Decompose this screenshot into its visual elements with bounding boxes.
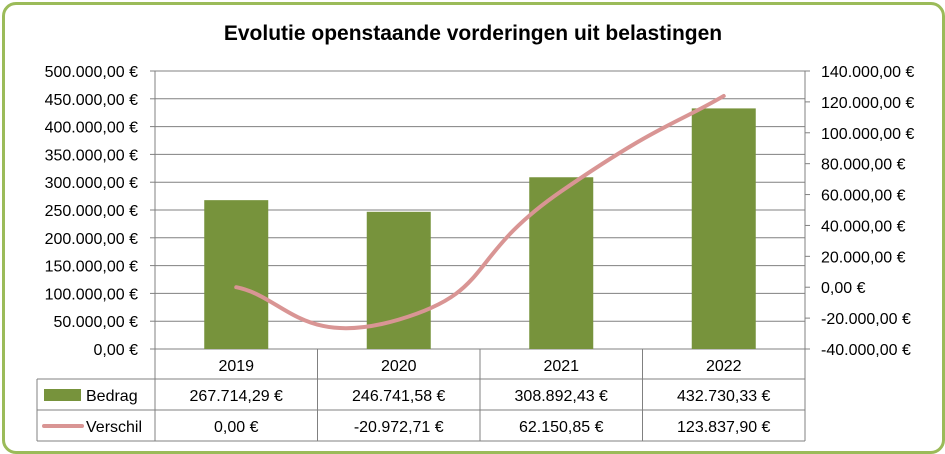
bar <box>691 108 756 349</box>
table-cell: 0,00 € <box>214 419 259 436</box>
category-label: 2019 <box>218 358 254 375</box>
right-axis: -40.000,00 € -20.000,00 € 0,00 € 20.000,00 … <box>804 64 915 359</box>
table-cell: 123.837,90 € <box>677 419 771 436</box>
table-cell: 308.892,43 € <box>515 388 609 405</box>
right-tick-label: 0,00 € <box>821 280 866 297</box>
left-tick-label: 150.000,00 € <box>45 259 139 276</box>
line-path <box>234 93 726 331</box>
right-tick-label: 120.000,00 € <box>821 95 915 112</box>
left-tick-label: 300.000,00 € <box>45 175 139 192</box>
left-tick-label: 250.000,00 € <box>45 203 139 220</box>
category-label: 2021 <box>543 358 579 375</box>
chart-title: Evolutie openstaande vorderingen uit bel… <box>224 22 722 45</box>
bar <box>366 211 431 349</box>
right-tick-label: 140.000,00 € <box>821 64 915 81</box>
line-point <box>723 95 725 97</box>
left-tick-label: 50.000,00 € <box>53 314 138 331</box>
table-cell: 267.714,29 € <box>190 388 284 405</box>
table-cell: 246.741,58 € <box>352 388 446 405</box>
category-label: 2020 <box>381 358 417 375</box>
right-tick-label: 80.000,00 € <box>821 157 906 174</box>
left-tick-label: 400.000,00 € <box>45 120 139 137</box>
left-tick-label: 350.000,00 € <box>45 147 139 164</box>
line-point <box>560 190 562 192</box>
category-label: 2022 <box>706 358 742 375</box>
table-cell: 62.150,85 € <box>519 419 604 436</box>
right-tick-label: -20.000,00 € <box>821 311 911 328</box>
right-tick-label: 60.000,00 € <box>821 188 906 205</box>
right-tick-label: -40.000,00 € <box>821 342 911 359</box>
right-tick-label: 20.000,00 € <box>821 249 906 266</box>
line-point <box>235 286 237 288</box>
left-tick-label: 200.000,00 € <box>45 231 139 248</box>
line-series <box>234 93 726 331</box>
left-tick-label: 450.000,00 € <box>45 92 139 109</box>
bar <box>529 177 594 349</box>
right-tick-label: 40.000,00 € <box>821 218 906 235</box>
left-tick-label: 100.000,00 € <box>45 286 139 303</box>
legend-label-bedrag: Bedrag <box>86 388 138 405</box>
bar <box>204 200 269 349</box>
legend-key-bedrag <box>44 389 81 401</box>
legend-label-verschil: Verschil <box>86 419 142 436</box>
left-tick-label: 0,00 € <box>94 342 139 359</box>
bar-series <box>204 108 756 349</box>
right-tick-label: 100.000,00 € <box>821 126 915 143</box>
table-cell: -20.972,71 € <box>354 419 444 436</box>
table-cell: 432.730,33 € <box>677 388 771 405</box>
line-point <box>398 319 400 321</box>
data-table: 2019 2020 2021 2022 Bedrag Verschil 267.714,29… <box>36 349 806 442</box>
left-tick-label: 500.000,00 € <box>45 64 139 81</box>
left-axis: 0,00 € 50.000,00 € 100.000,00 € 150.000,00 … <box>45 64 156 359</box>
